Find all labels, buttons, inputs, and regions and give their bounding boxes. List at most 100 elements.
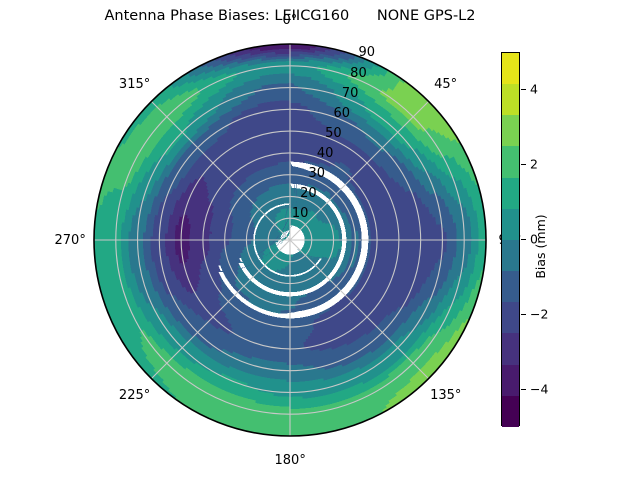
contour-cell [428,259,442,299]
contour-cell [137,84,180,126]
contour-cell [213,177,247,266]
contour-cell [187,181,208,225]
contour-cell [450,177,461,205]
contour-cell [290,180,309,187]
contour-cell [171,191,185,289]
contour-cell [439,269,453,304]
contour-cell [447,192,457,223]
contour-cell [290,79,328,88]
contour-cell [144,213,158,293]
contour-cell [402,125,431,161]
contour-cell [247,89,290,100]
contour-cell [413,276,431,313]
contour-cell [251,356,287,366]
contour-cell [312,173,382,329]
contour-cell [147,195,168,309]
contour-cell [385,98,421,131]
contour-cell [342,60,362,71]
contour-cell [236,265,307,300]
contour-cell [219,284,321,325]
contour-cell [308,58,342,69]
contour-cell [155,118,209,182]
contour-cell [458,179,471,217]
contour-cell [360,67,375,77]
contour-cell [437,177,449,207]
contour-cell [408,169,426,205]
contour-cell [301,87,338,98]
contour-cell [194,64,214,77]
contour-cell [236,65,290,77]
contour-cell [350,89,393,117]
contour-cell [324,189,332,197]
contour-cell [228,332,311,354]
contour-cell [183,261,198,292]
contour-cell [425,288,443,321]
contour-cell [396,81,454,142]
contour-cell [318,161,357,191]
contour-cell [304,208,326,259]
contour-cell [378,73,398,87]
contour-cell [220,373,248,387]
contour-cell [336,131,382,168]
contour-cell [363,60,374,68]
azimuth-tick-label: 225° [118,388,151,404]
contour-cell [277,222,290,230]
contour-cell [429,172,442,197]
contour-cell [368,73,395,91]
contour-cell [250,48,290,56]
azimuth-tick-label: 45° [434,76,458,92]
contour-cell [419,168,433,195]
contour-cell [220,307,311,339]
contour-cell [211,62,249,79]
contour-cell [187,97,224,123]
contour-cell [449,157,462,181]
contour-cell [232,187,270,264]
contour-cell [314,49,335,57]
contour-cell [201,201,213,259]
contour-cell [416,178,429,208]
contour-cell [193,191,210,270]
contour-cell [176,279,199,317]
contour-cell [471,179,485,281]
contour-cell [188,184,208,282]
contour-cell [208,158,290,232]
contour-cell [210,347,326,376]
contour-cell [201,88,233,107]
contour-cell [462,279,481,324]
contour-cell [202,257,222,295]
contour-cell [134,102,193,173]
contour-cell [452,138,475,181]
contour-cell [225,244,239,276]
contour-cell [432,151,446,173]
contour-cell [198,200,211,262]
contour-cell [241,249,337,290]
colorbar[interactable]: 4 2 0 −2 −4 [501,52,548,427]
contour-cell [205,211,214,251]
contour-cell [218,302,313,337]
colorbar-band [502,333,519,365]
contour-cell [149,176,168,237]
contour-cell [120,222,131,289]
contour-cell [228,57,262,70]
contour-cell [401,299,428,338]
contour-cell [290,374,390,410]
colorbar-tick-label: 0 [530,231,538,247]
contour-cell [196,72,227,90]
contour-cell [198,268,221,305]
contour-cell [290,72,295,76]
contour-cell [220,53,236,62]
contour-cell [197,279,227,317]
contour-cell [424,263,439,302]
contour-cell [440,156,454,179]
contour-cell [444,257,457,296]
contour-cell [221,348,314,371]
contour-cell [326,64,355,76]
contour-cell [290,190,339,231]
contour-cell [448,275,461,307]
contour-cell [427,126,448,156]
contour-cell [392,87,440,134]
contour-cell [168,80,194,101]
contour-cell [442,298,460,330]
contour-cell [290,153,332,167]
contour-cell [249,44,290,51]
